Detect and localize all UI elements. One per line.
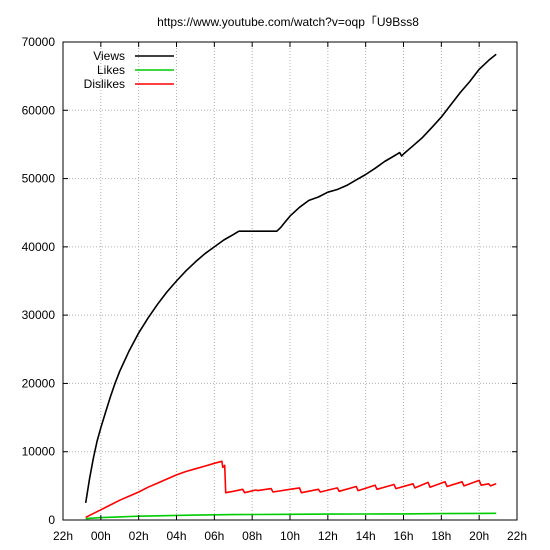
grid (63, 42, 517, 520)
y-tick-label: 10000 (22, 445, 56, 459)
x-tick-label: 14h (356, 529, 376, 543)
y-tick-label: 70000 (22, 35, 56, 49)
y-tick-label: 0 (48, 513, 55, 527)
x-tick-label: 16h (393, 529, 413, 543)
legend-label-views: Views (93, 49, 125, 63)
x-tick-label: 22h (53, 529, 73, 543)
chart-title: https://www.youtube.com/watch?v=oqp「U9Bs… (157, 15, 419, 29)
axes: 22h 00h 02h 04h 06h 08h 10h 12h 14h 16h 18h 20h 22h 0… (22, 35, 527, 543)
series-line-likes (85, 512, 497, 520)
legend-label-likes: Likes (97, 63, 125, 77)
x-tick-label: 20h (469, 529, 489, 543)
plot-frame (62, 41, 518, 521)
x-tick-label: 18h (431, 529, 451, 543)
y-tick-label: 30000 (22, 308, 56, 322)
legend-label-dislikes: Dislikes (84, 77, 125, 91)
x-tick-label: 12h (318, 529, 338, 543)
y-tick-label: 60000 (22, 103, 56, 117)
x-tick-label: 06h (204, 529, 224, 543)
x-tick-label: 02h (129, 529, 149, 543)
series-line-dislikes (85, 460, 497, 519)
y-tick-label: 50000 (22, 172, 56, 186)
x-tick-label: 04h (166, 529, 186, 543)
series-lines (84, 53, 497, 520)
y-tick-label: 40000 (22, 240, 56, 254)
x-tick-label: 00h (91, 529, 111, 543)
x-tick-label: 10h (280, 529, 300, 543)
series-line-views (84, 53, 497, 504)
x-tick-label: 22h (507, 529, 527, 543)
x-tick-label: 08h (242, 529, 262, 543)
y-tick-label: 20000 (22, 376, 56, 390)
